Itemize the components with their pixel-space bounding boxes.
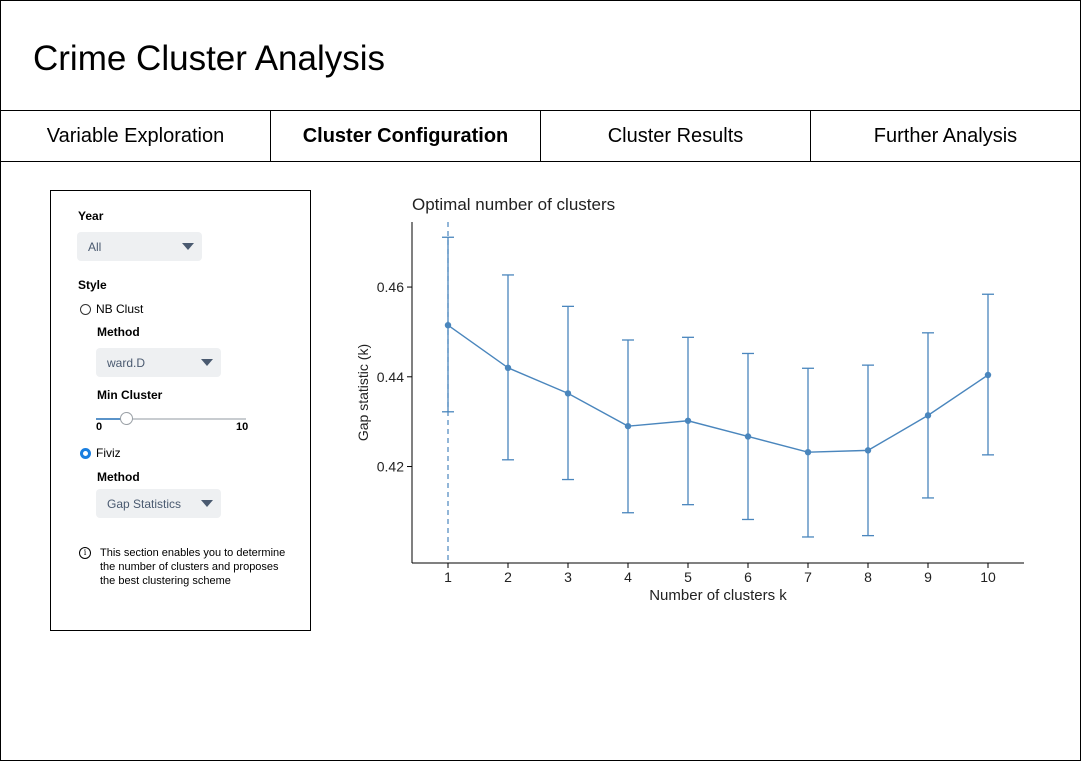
slider-max-label: 10 [236,421,249,433]
gap-statistic-chart: Optimal number of clusters 0.42 0.44 0.46 1 2… [340,185,1040,615]
x-tick-label: 1 [444,569,452,585]
chevron-down-icon [201,359,213,366]
radio-checked-icon [80,447,91,459]
data-point [564,390,572,397]
data-point [444,321,452,329]
data-point [684,417,692,424]
info-icon: i [79,547,91,559]
x-axis-label: Number of clusters k [649,587,787,604]
nbclust-method-value: ward.D [107,355,146,370]
chart-svg: Optimal number of clusters 0.42 0.44 0.46 1 2… [355,195,1024,604]
info-text: This section enables you to determine th… [100,547,286,587]
fviz-method-select[interactable]: Gap Statistics [96,489,221,518]
y-tick-label: 0.44 [377,369,404,385]
radio-unchecked-icon [80,303,91,315]
data-point [804,448,812,456]
slider-fill [96,418,126,420]
year-label: Year [78,209,104,223]
config-panel: Year All Style NB Clust Method ward.D Mi… [50,190,311,631]
x-tick-label: 8 [864,569,872,585]
fviz-radio-label: Fiviz [96,446,121,460]
chevron-down-icon [182,243,194,250]
nbclust-method-select[interactable]: ward.D [96,348,221,377]
data-point [984,371,992,379]
style-label: Style [78,278,107,292]
x-tick-label: 5 [684,569,692,585]
slider-thumb[interactable] [120,412,133,425]
min-cluster-slider[interactable] [96,412,246,425]
data-point [624,422,632,430]
tab-bar: Variable Exploration Cluster Configurati… [1,110,1080,162]
fviz-method-label: Method [97,470,140,484]
x-tick-label: 7 [804,569,812,585]
chart-title: Optimal number of clusters [412,195,615,214]
tab-variable-exploration[interactable]: Variable Exploration [1,111,271,161]
data-point [924,412,932,419]
data-point [504,364,512,372]
x-tick-label: 4 [624,569,632,585]
chevron-down-icon [201,500,213,507]
fviz-method-value: Gap Statistics [107,496,182,511]
y-tick-label: 0.46 [377,279,404,295]
nbclust-radio-label: NB Clust [96,302,144,316]
y-tick-label: 0.42 [377,459,404,475]
app-title: Crime Cluster Analysis [33,39,386,78]
year-select[interactable]: All [77,232,202,261]
x-tick-label: 2 [504,569,512,585]
data-point [744,433,752,440]
tab-further-analysis[interactable]: Further Analysis [873,124,1018,147]
fviz-radio[interactable]: Fiviz [80,446,121,460]
info-note: i This section enables you to determine … [79,546,289,588]
tab-cluster-results[interactable]: Cluster Results [541,111,811,161]
year-select-value: All [88,239,102,254]
nbclust-radio[interactable]: NB Clust [80,302,143,316]
x-tick-label: 3 [564,569,572,585]
slider-min-label: 0 [96,421,103,433]
nbclust-method-label: Method [97,325,140,339]
y-axis-label: Gap statistic (k) [355,344,371,441]
x-tick-label: 10 [980,569,996,585]
tab-cluster-configuration[interactable]: Cluster Configuration [271,111,541,161]
min-cluster-label: Min Cluster [97,388,163,402]
x-tick-label: 6 [744,569,752,585]
series-line [447,324,989,453]
data-point [864,447,872,454]
x-tick-label: 9 [924,569,932,585]
